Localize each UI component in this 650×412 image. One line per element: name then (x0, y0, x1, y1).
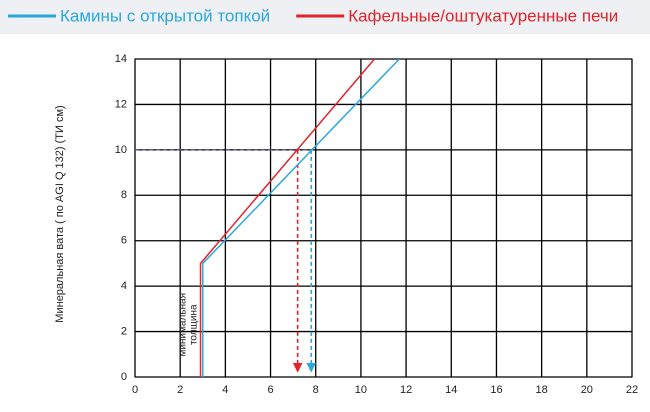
y-tick-label: 10 (115, 144, 127, 156)
x-tick-label: 0 (132, 384, 138, 396)
y-tick-label: 8 (121, 189, 127, 201)
x-tick-label: 14 (445, 384, 457, 396)
annotation: минимальнаятолщина (177, 293, 199, 357)
y-tick-label: 0 (121, 371, 127, 383)
legend-label: Кафельные/оштукатуренные печи (348, 6, 618, 25)
x-tick-label: 2 (177, 384, 183, 396)
x-tick-label: 4 (222, 384, 228, 396)
series-line (199, 58, 376, 377)
y-tick-label: 2 (121, 325, 127, 337)
x-tick-label: 20 (581, 384, 593, 396)
x-tick-label: 10 (355, 384, 367, 396)
y-tick-label: 12 (115, 98, 127, 110)
x-tick-label: 22 (626, 384, 638, 396)
x-tick-label: 12 (400, 384, 412, 396)
y-tick-label: 4 (121, 280, 127, 292)
series-line (202, 58, 400, 377)
x-tick-label: 8 (313, 384, 319, 396)
y-tick-label: 6 (121, 235, 127, 247)
legend-label: Камины с открытой топкой (60, 6, 270, 25)
plot-area (134, 58, 633, 378)
x-tick-label: 18 (536, 384, 548, 396)
y-axis-label: Минеральная вата ( по AGI Q 132) (ТИ см) (54, 105, 66, 322)
x-tick-label: 16 (490, 384, 502, 396)
x-tick-label: 6 (267, 384, 273, 396)
y-tick-label: 14 (115, 53, 127, 65)
